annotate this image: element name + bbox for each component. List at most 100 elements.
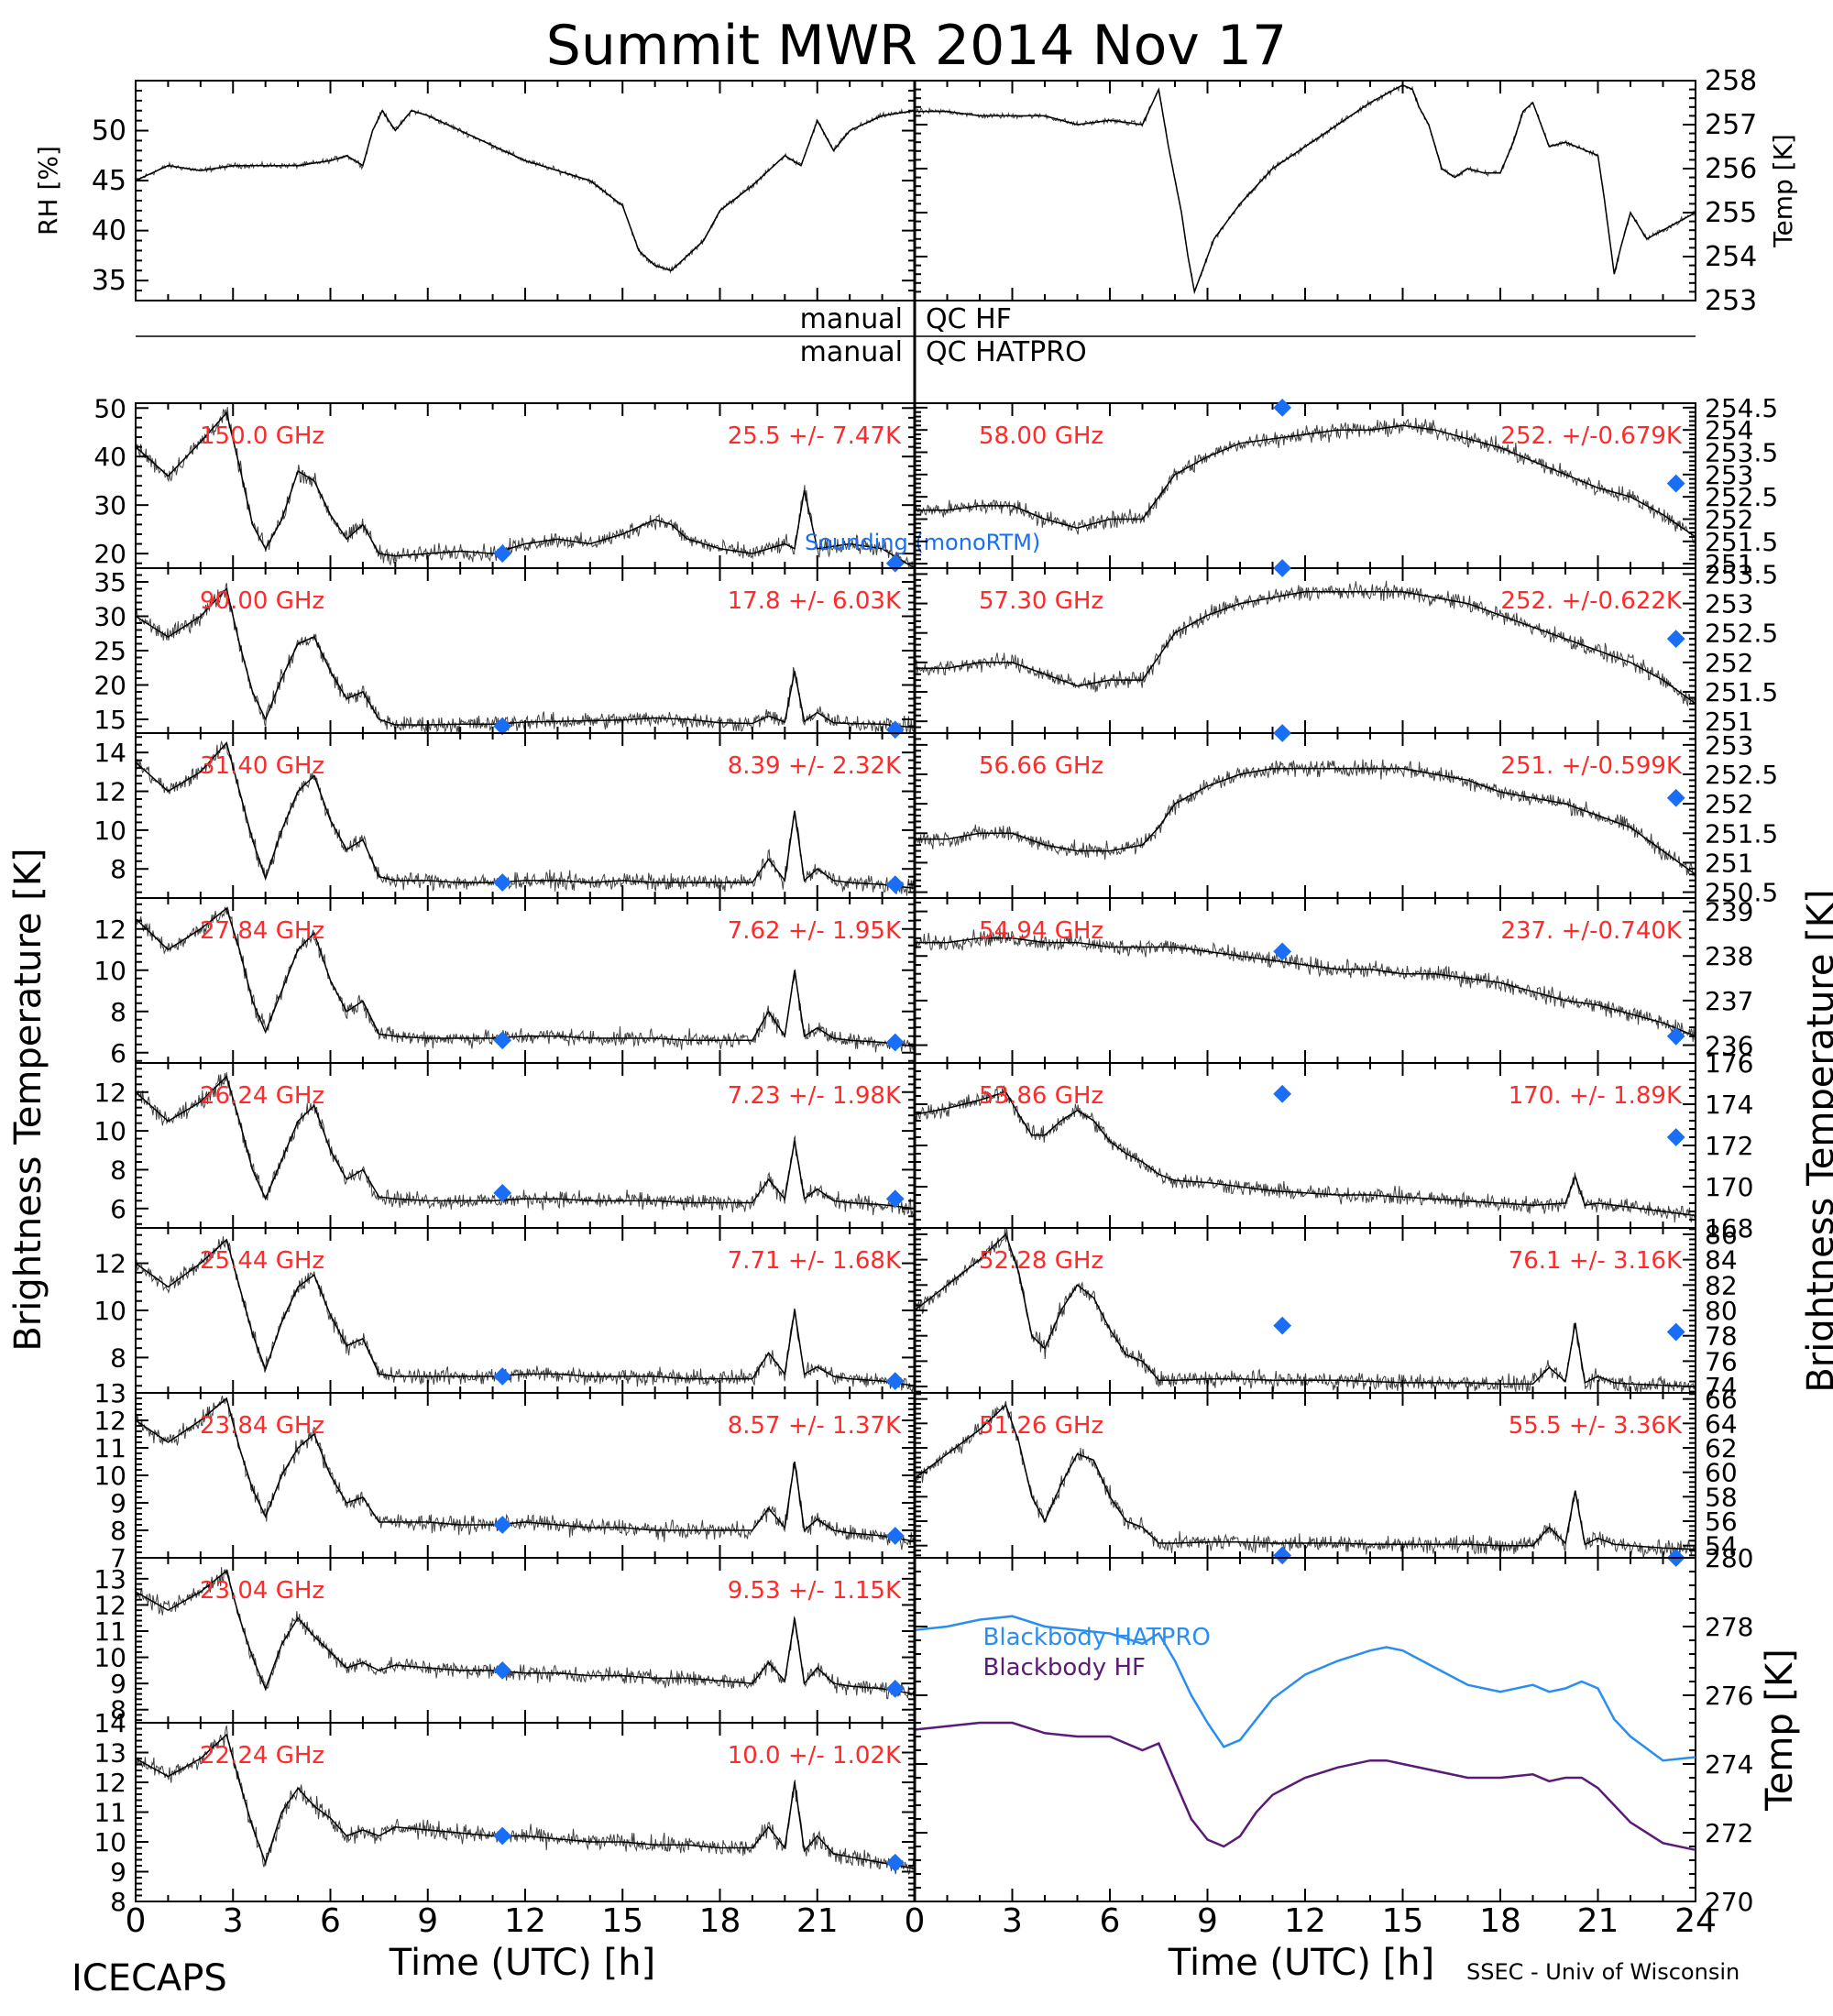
y-tick-label: 7 (110, 1543, 126, 1573)
frequency-label: 23.84 GHz (200, 1412, 324, 1440)
data-trace-f1 (135, 406, 915, 570)
y-tick-label: 257 (1705, 109, 1757, 141)
frequency-label: 31.40 GHz (200, 752, 324, 780)
x-tick-label: 21 (796, 1902, 839, 1940)
stats-label: 7.62 +/- 1.95K (728, 917, 902, 945)
data-trace-g1 (914, 417, 1696, 544)
y-tick-label: 10 (93, 1643, 126, 1673)
sounding-point (1273, 1546, 1292, 1565)
y-tick-label: 254.5 (1705, 393, 1778, 423)
figure-title: Summit MWR 2014 Nov 17 (546, 14, 1287, 78)
data-centerline-g6 (914, 1233, 1696, 1387)
y-tick-label: 170 (1705, 1172, 1753, 1202)
sounding-point (1666, 788, 1685, 807)
panel-f4: 6 8 10 12 27.84 GHz 7.62 +/- 1.95K (93, 897, 916, 1068)
y-tick-label: 20 (93, 671, 126, 701)
frequency-label: 22.24 GHz (200, 1742, 324, 1769)
y-tick-label: 251.5 (1705, 527, 1778, 557)
y-tick-label: 8 (110, 1516, 126, 1546)
y-tick-label: 252 (1705, 504, 1753, 534)
y-tick-label: 74 (1705, 1372, 1738, 1402)
y-tick-label: 276 (1705, 1681, 1753, 1711)
sounding-point (493, 873, 512, 892)
sounding-point (493, 717, 512, 736)
footer-right: SSEC - Univ of Wisconsin (1466, 1959, 1740, 1985)
stats-label: 55.5 +/- 3.36K (1509, 1412, 1683, 1440)
y-tick-label: 251 (1705, 848, 1753, 878)
y-tick-label: 258 (1705, 65, 1757, 97)
sounding-point (885, 1189, 905, 1209)
y-tick-label: 250.5 (1705, 878, 1778, 908)
y-tick-label: 11 (93, 1616, 126, 1647)
y-tick-label: 253 (1705, 589, 1753, 619)
y-tick-label: 80 (1705, 1296, 1738, 1326)
frequency-label: 51.26 GHz (979, 1412, 1103, 1440)
overlay-layer: manual QC HF manual QC HATPRO Brightness… (7, 81, 1833, 2000)
y-tick-label: 56 (1705, 1507, 1738, 1537)
y-tick-label: 255 (1705, 197, 1757, 229)
y-tick-label: 50 (92, 115, 126, 148)
x-tick-label: 21 (1577, 1902, 1619, 1940)
y-tick-label: 13 (93, 1378, 126, 1408)
stats-label: 76.1 +/- 3.16K (1509, 1247, 1683, 1275)
x-tick-label: 0 (905, 1902, 926, 1940)
x-axis-label-right: Time (UTC) [h] (1168, 1942, 1434, 1984)
y-tick-label: 253.5 (1705, 559, 1778, 589)
x-tick-label: 6 (320, 1902, 341, 1940)
y-tick-label: 253.5 (1705, 438, 1778, 468)
legend-entry: Blackbody HF (983, 1654, 1146, 1682)
y-tick-label: 40 (93, 442, 126, 472)
y-tick-label: 12 (93, 1249, 126, 1279)
y-tick-label: 252.5 (1705, 619, 1778, 649)
x-axis-label-left: Time (UTC) [h] (389, 1942, 655, 1984)
sounding-point (1666, 1128, 1685, 1146)
sounding-point (1666, 1026, 1685, 1046)
x-tick-label: 15 (601, 1902, 643, 1940)
data-centerline-f5 (135, 1075, 916, 1210)
frequency-label: 27.84 GHz (200, 917, 324, 945)
panel-rh: 35 40 45 50 RH [%] (33, 80, 916, 301)
data-trace-g4 (914, 927, 1696, 1043)
y-tick-label: 254 (1705, 415, 1753, 445)
data-trace-f5 (135, 1072, 916, 1217)
sounding-point (885, 720, 905, 740)
y-tick-label: 76 (1705, 1346, 1738, 1376)
sounding-point (493, 1826, 512, 1846)
y-tick-label: 251 (1705, 707, 1753, 737)
legend-entry: Blackbody HATPRO (983, 1624, 1211, 1651)
sounding-point (885, 1679, 905, 1698)
stats-label: 251. +/-0.599K (1500, 752, 1683, 780)
y-tick-label: 9 (110, 1488, 126, 1518)
y-tick-label: 270 (1705, 1887, 1753, 1917)
frequency-label: 52.28 GHz (979, 1247, 1103, 1275)
data-centerline-g7 (914, 1403, 1696, 1550)
y-tick-label: 40 (92, 215, 126, 247)
sounding-point (1273, 559, 1292, 577)
y-tick-label: 168 (1705, 1213, 1753, 1244)
stats-label: 8.39 +/- 2.32K (728, 752, 902, 780)
left-y-axis-label: Brightness Temperature [K] (7, 848, 49, 1351)
y-tick-label: 237 (1705, 986, 1753, 1016)
sounding-point (1273, 942, 1292, 961)
data-centerline-g2 (915, 590, 1696, 705)
x-tick-label: 15 (1382, 1902, 1424, 1940)
y-tick-label: 253 (1705, 460, 1753, 490)
sounding-point (493, 1516, 512, 1534)
y-tick-label: 50 (93, 393, 126, 423)
y-tick-label: 176 (1705, 1048, 1753, 1079)
frequency-label: 58.00 GHz (979, 422, 1103, 450)
y-tick-label: 12 (93, 1406, 126, 1436)
frequency-label: 26.24 GHz (200, 1082, 324, 1110)
stats-label: 8.57 +/- 1.37K (728, 1412, 902, 1440)
stats-label: 9.53 +/- 1.15K (728, 1577, 902, 1605)
sounding-point (1666, 474, 1685, 493)
y-tick-label: 274 (1705, 1749, 1753, 1780)
frequency-label: 23.04 GHz (200, 1577, 324, 1605)
y-tick-label: 9 (110, 1669, 126, 1699)
frequency-label: 54.94 GHz (979, 917, 1103, 945)
panel-g5: 168 170 172 174 176 53.86 GHz 170. +/- 1.89K (914, 1048, 1753, 1244)
